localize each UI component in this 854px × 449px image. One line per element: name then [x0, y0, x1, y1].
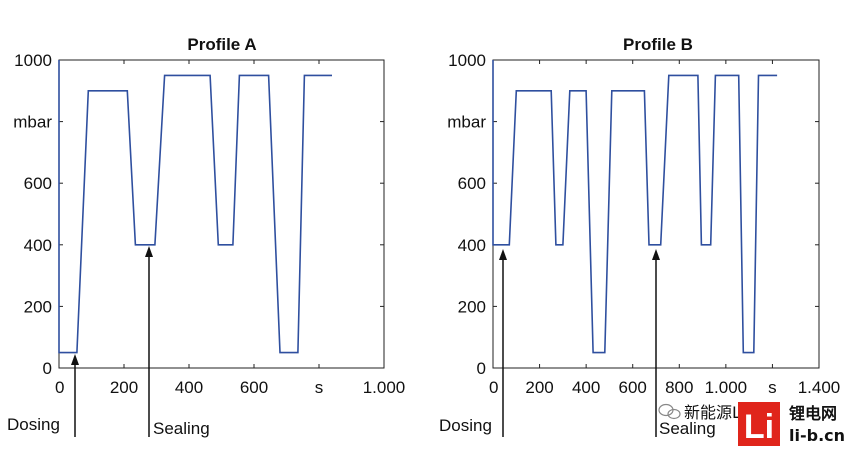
y-tick-label: 400 [24, 236, 52, 255]
x-tick-label: 200 [525, 378, 553, 397]
watermark: 新能源Leader Li 锂电网 li-b.cn [658, 402, 854, 446]
x-tick-label: s [768, 378, 777, 397]
x-tick-label: 0 [55, 378, 64, 397]
series-line [58, 60, 332, 354]
annotation-dosing-b: Dosing [439, 416, 492, 435]
x-tick-label: 1.000 [705, 378, 748, 397]
chart-title-a: Profile A [187, 35, 256, 54]
logo-text: Li [744, 408, 774, 446]
chart-panel-profile-b: Profile B 0 200 400 600 mbar 1000 0 200 400 600 80… [439, 35, 840, 438]
y-tick-label: 200 [24, 297, 52, 316]
y-tick-label: 1000 [448, 51, 486, 70]
annotation-sealing-a: Sealing [153, 419, 210, 438]
x-tick-label: 800 [665, 378, 693, 397]
sealing-arrowhead-a [145, 246, 153, 257]
sealing-arrowhead-b [652, 249, 660, 260]
x-tick-label: 1.400 [798, 378, 841, 397]
x-tick-label: 400 [175, 378, 203, 397]
y-tick-label: 400 [458, 236, 486, 255]
y-tick-label: 600 [458, 174, 486, 193]
x-tick-label: 400 [572, 378, 600, 397]
x-tick-label: 0 [489, 378, 498, 397]
series-line [492, 60, 778, 354]
dosing-arrowhead-a [71, 354, 79, 365]
annotation-sealing-b: Sealing [659, 419, 716, 438]
x-tick-label: 600 [619, 378, 647, 397]
x-tick-label: 1.000 [363, 378, 406, 397]
plot-frame-a [58, 59, 385, 369]
site-url: li-b.cn [789, 426, 845, 445]
y-tick-label: 200 [458, 297, 486, 316]
y-tick-label: 0 [477, 359, 486, 378]
wechat-icon [658, 403, 681, 420]
x-tick-label: 200 [110, 378, 138, 397]
annotation-dosing-a: Dosing [7, 415, 60, 434]
y-tick-label: mbar [447, 113, 486, 132]
watermark-bg [780, 402, 854, 446]
chart-panel-profile-a: Profile A 0 200 400 600 mbar 1000 0 200 400 600 s 1… [7, 35, 405, 438]
x-tick-label: s [315, 378, 324, 397]
x-tick-label: 600 [240, 378, 268, 397]
chart-title-b: Profile B [623, 35, 693, 54]
y-tick-label: mbar [13, 113, 52, 132]
dosing-arrowhead-b [499, 249, 507, 260]
y-tick-label: 0 [43, 359, 52, 378]
site-name: 锂电网 [789, 404, 837, 423]
logo-box [738, 402, 780, 446]
y-tick-label: 600 [24, 174, 52, 193]
y-tick-label: 1000 [14, 51, 52, 70]
